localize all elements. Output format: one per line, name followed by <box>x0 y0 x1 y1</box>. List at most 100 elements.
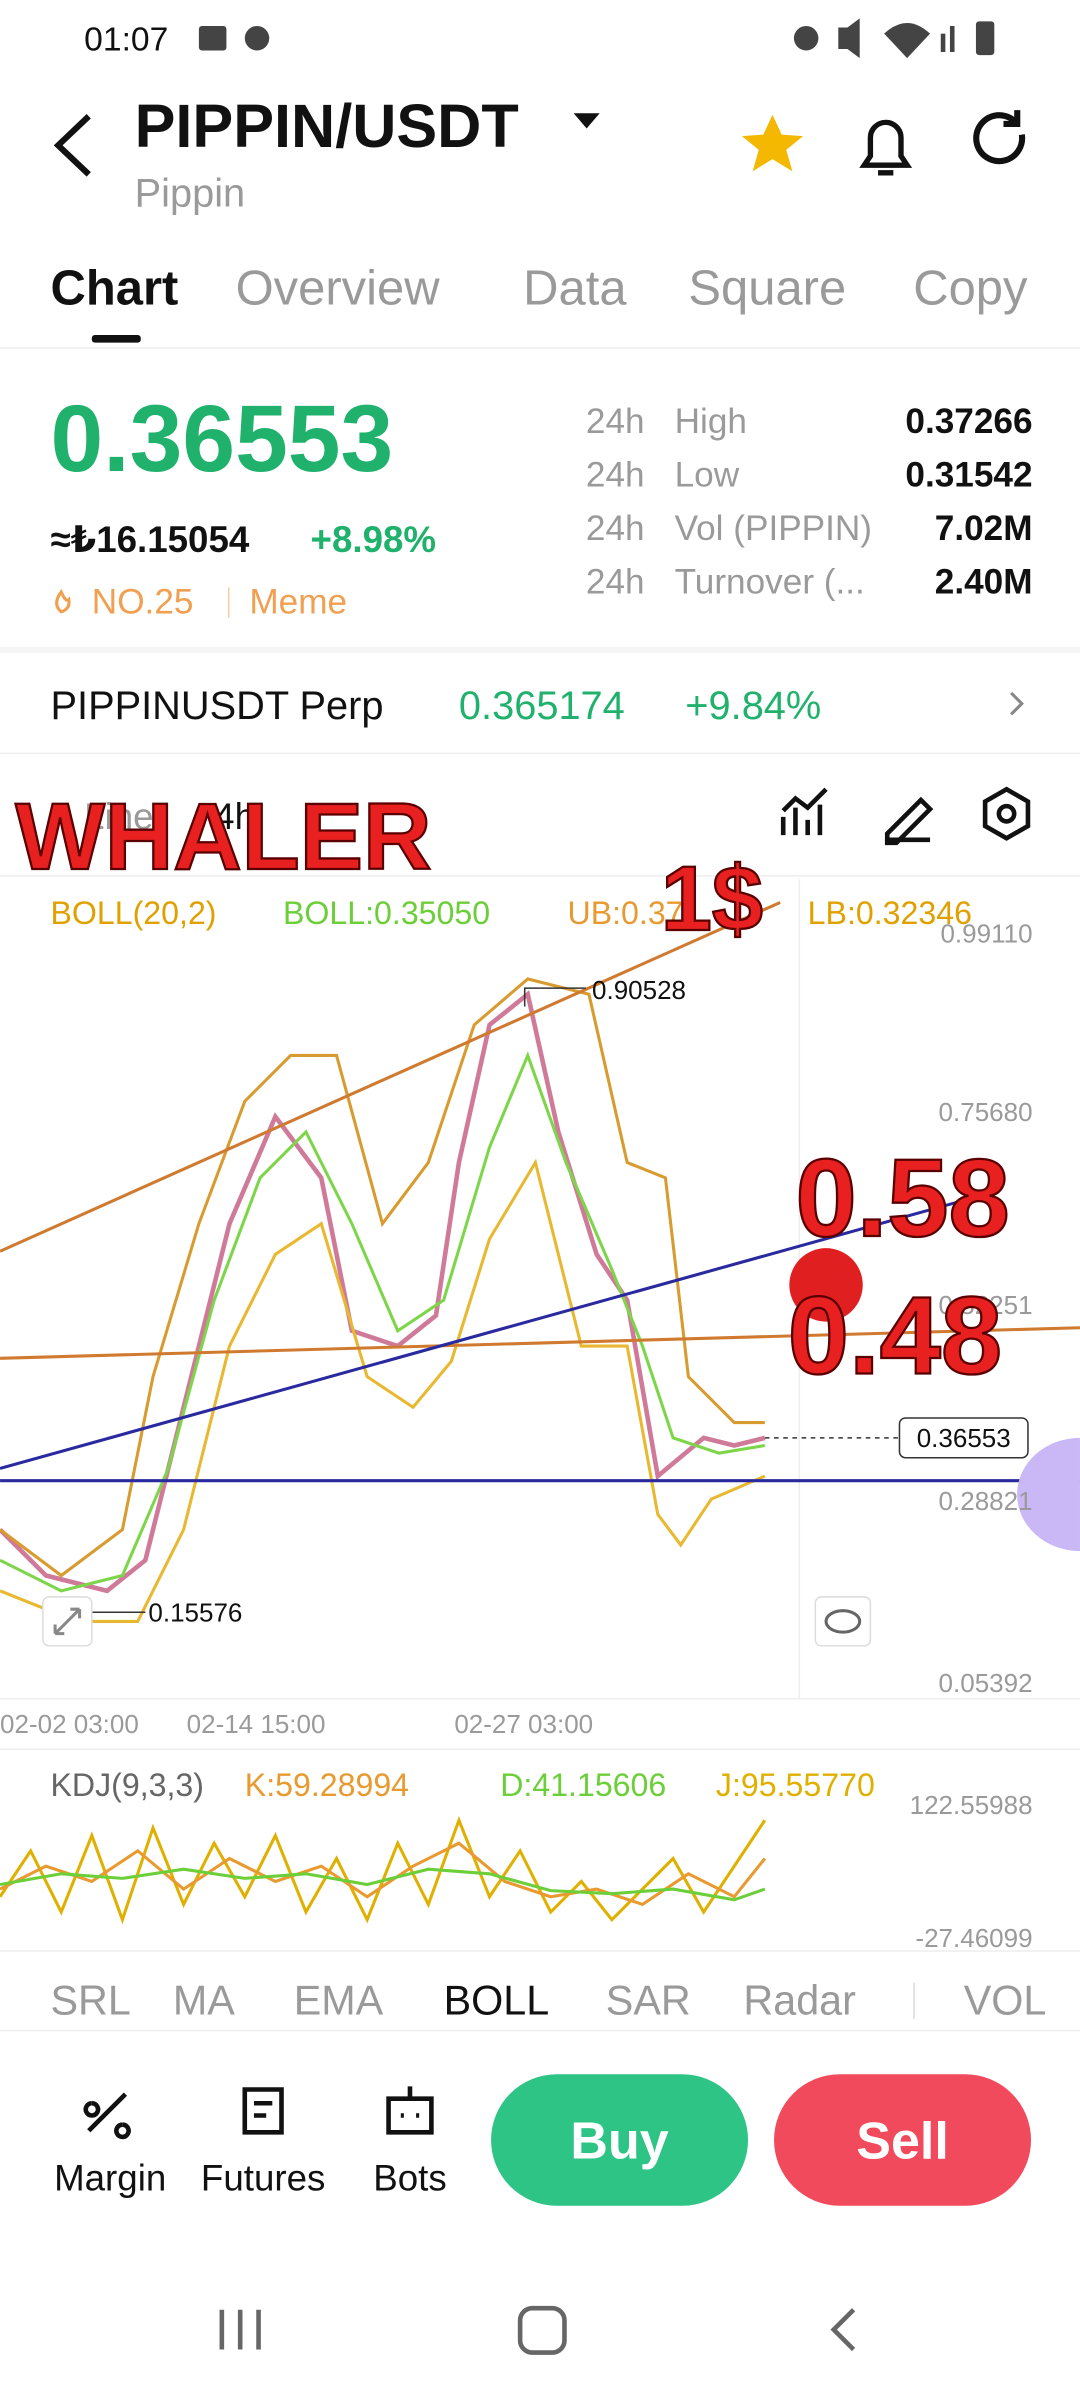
kdj-legend: KDJ(9,3,3) K:59.28994 D:41.15606 J:95.55… <box>51 1767 875 1803</box>
buy-label: Buy <box>570 2112 668 2170</box>
kdj-k-line <box>0 1841 767 1907</box>
margin-icon <box>83 2092 131 2140</box>
overlay-target: 1$ <box>661 848 763 950</box>
stat-period: 24h <box>586 562 645 601</box>
tab-indicator <box>91 334 141 343</box>
divider <box>0 752 1080 755</box>
stat-value: 0.37266 <box>905 402 1032 441</box>
boll-lower-value: LB:0.32346 <box>808 895 972 931</box>
kdj-chart <box>0 1815 767 1925</box>
recents-button[interactable] <box>219 2309 261 2350</box>
divider <box>0 347 1080 349</box>
kdj-name: KDJ(9,3,3) <box>51 1767 204 1803</box>
perp-change: +9.84% <box>685 684 821 728</box>
divider <box>0 647 1080 654</box>
overlay-title: WHALER <box>15 784 431 890</box>
trend-line <box>0 901 781 1253</box>
perp-chevron[interactable] <box>1010 691 1024 716</box>
price-change: +8.98% <box>311 519 437 560</box>
nav-item[interactable]: Futures <box>201 2157 325 2198</box>
pair-dropdown[interactable] <box>573 113 600 129</box>
stat-value: 0.31542 <box>905 455 1032 494</box>
alert-bell[interactable] <box>859 119 913 176</box>
pair-subtitle: Pippin <box>135 172 246 216</box>
tab[interactable]: Copy <box>913 261 1028 315</box>
indicator-tab[interactable]: BOLL <box>444 1978 550 2024</box>
boll-upper <box>0 977 765 1578</box>
indicator-tab[interactable]: SRL <box>51 1978 131 2024</box>
perp-name[interactable]: PIPPINUSDT Perp <box>51 684 384 728</box>
stat-label: Low <box>675 455 740 494</box>
stat-period: 24h <box>586 455 645 494</box>
tab[interactable]: Square <box>688 261 846 315</box>
settings-tool-center <box>996 803 1017 824</box>
boll-upper-value: UB:0.37 <box>568 895 684 931</box>
kdj-axis-label: 122.55988 <box>910 1790 1033 1820</box>
perp-price: 0.365174 <box>459 684 625 728</box>
favorite-star[interactable] <box>741 114 804 172</box>
overlay-level: 0.58 <box>795 1137 1009 1260</box>
back-button[interactable] <box>53 114 91 177</box>
stat-label: Vol (PIPPIN) <box>675 509 872 548</box>
settings-tool[interactable] <box>982 786 1031 841</box>
nav-item[interactable]: Bots <box>373 2157 446 2198</box>
tab[interactable]: Overview <box>236 261 441 315</box>
y-tick-label: 0.28821 <box>939 1486 1033 1516</box>
sell-label: Sell <box>856 2112 949 2170</box>
refresh-button[interactable] <box>973 110 1026 165</box>
stat-value: 2.40M <box>935 562 1033 601</box>
tab[interactable]: Chart <box>51 261 179 315</box>
divider <box>0 1748 1080 1750</box>
home-button[interactable] <box>517 2305 567 2355</box>
eye-icon <box>824 1609 862 1634</box>
indicator-tab[interactable]: SAR <box>606 1978 691 2024</box>
boll-lower <box>0 1158 766 1623</box>
boll-mid-value: BOLL:0.35050 <box>283 895 490 931</box>
divider <box>0 1697 1080 1700</box>
rank-tag[interactable]: NO.25 <box>92 582 194 621</box>
hot-icon <box>55 588 71 614</box>
overlay-level: 0.48 <box>788 1275 1002 1398</box>
system-back-button[interactable] <box>830 2308 856 2352</box>
category-tag[interactable]: Meme <box>249 582 347 621</box>
draw-tool[interactable] <box>884 796 934 846</box>
high-label: 0.90528 <box>592 975 686 1005</box>
floating-widget[interactable] <box>1017 1437 1080 1552</box>
visibility-button[interactable] <box>814 1596 872 1647</box>
indicator-tab[interactable]: Radar <box>743 1978 856 2024</box>
indicator-tab[interactable]: MA <box>173 1978 235 2024</box>
indicator-tab[interactable]: EMA <box>294 1978 384 2024</box>
main-chart <box>0 879 1080 1700</box>
status-icons <box>198 18 995 59</box>
tag-separator <box>227 587 230 618</box>
drawn-mark <box>789 1248 863 1322</box>
price-line <box>0 990 766 1594</box>
indicator-tabs: SRL MA EMA BOLL SAR Radar VOL <box>51 1978 1047 2024</box>
chart-interval[interactable]: 4h <box>214 796 255 837</box>
boll-legend: BOLL(20,2) BOLL:0.35050 UB:0.37 LB:0.323… <box>51 895 972 931</box>
y-tick-label: 0.75680 <box>939 1097 1033 1127</box>
stat-value: 7.02M <box>935 509 1033 548</box>
expand-icon <box>53 1607 82 1636</box>
stat-period: 24h <box>586 402 645 441</box>
x-tick-label: 02-14 15:00 <box>187 1709 326 1739</box>
tab[interactable]: Data <box>523 261 627 315</box>
price-axis: 0.99110 0.75680 0.52251 0.28821 0.05392 <box>939 918 1033 1698</box>
y-tick-label: 0.99110 <box>940 918 1032 948</box>
pair-title[interactable]: PIPPIN/USDT <box>135 92 519 160</box>
stat-period: 24h <box>586 509 645 548</box>
stat-label: Turnover (... <box>675 562 865 601</box>
current-price-box <box>898 1417 1029 1459</box>
sell-button[interactable] <box>774 2074 1032 2206</box>
kdj-d-line <box>0 1867 766 1902</box>
indicator-tab[interactable]: VOL <box>964 1978 1047 2024</box>
nav-item[interactable]: Margin <box>54 2157 166 2198</box>
status-time: 01:07 <box>84 21 168 58</box>
chart-type[interactable]: Line <box>84 796 153 837</box>
buy-button[interactable] <box>491 2074 749 2206</box>
indicator-tool[interactable] <box>780 787 828 836</box>
y-tick-label: 0.05392 <box>939 1668 1033 1698</box>
divider <box>0 1950 1080 1952</box>
last-price: 0.36553 <box>51 386 394 492</box>
